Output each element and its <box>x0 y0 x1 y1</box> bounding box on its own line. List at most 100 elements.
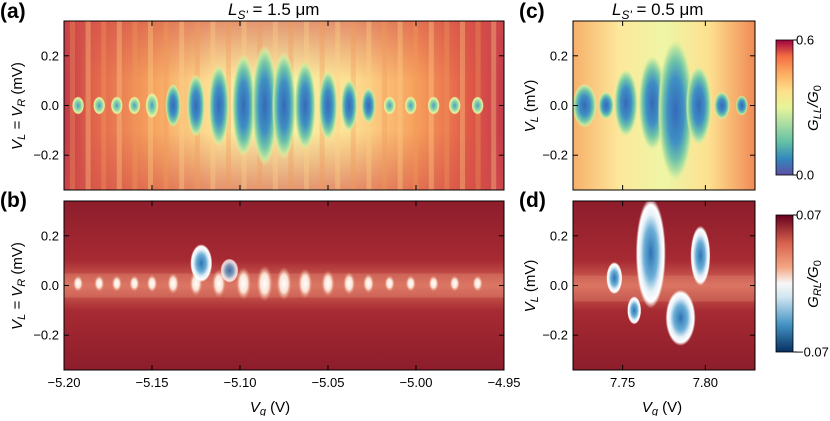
ytick-label: 0.2 <box>550 48 568 63</box>
ytick-label: 0.0 <box>41 278 59 293</box>
xtick-label: −5.10 <box>224 375 257 390</box>
heatmap-peak <box>384 275 395 292</box>
ytick-label: 0.2 <box>41 228 59 243</box>
heatmap-peak <box>657 38 694 183</box>
heatmap-peak <box>236 267 251 300</box>
heatmap-streak <box>335 21 341 190</box>
ytick-label: 0.0 <box>41 98 59 113</box>
heatmap-peak <box>276 266 292 301</box>
heatmap-streak <box>491 21 497 190</box>
ytick-label: −0.2 <box>33 328 59 343</box>
heatmap-blue-lobe <box>220 258 239 283</box>
xtick-label: −4.95 <box>488 375 521 390</box>
ytick-label: −0.2 <box>542 328 568 343</box>
heatmap-peak <box>110 96 123 115</box>
panel-label-d: (d) <box>519 189 546 212</box>
panel-a-ylabel: VL = VR (mV) <box>9 62 28 150</box>
panel-b-ylabel: VL = VR (mV) <box>9 242 28 330</box>
heatmap-peak <box>298 268 313 299</box>
heatmap-streak <box>397 21 403 190</box>
heatmap-lobe <box>635 201 666 309</box>
heatmap-peak <box>318 70 338 141</box>
heatmap-peak <box>713 91 730 120</box>
heatmap-peak <box>613 69 638 138</box>
panel-a: 0.2 0.0 −0.2 <box>33 20 505 191</box>
xtick-label: 7.80 <box>693 375 718 390</box>
heatmap-peak <box>471 96 484 115</box>
panel-b: 0.2 0.0 −0.2 −5.20 −5.15 −5.10 −5.05 −5.00 −4.95 <box>33 200 521 390</box>
heatmap-peak <box>93 96 106 115</box>
heatmap-peak <box>362 273 374 294</box>
heatmap-streak <box>179 21 185 190</box>
heatmap-peak <box>405 275 416 292</box>
heatmap-peak <box>361 87 376 124</box>
ytick-label: −0.2 <box>33 148 59 163</box>
xtick-label: −5.15 <box>136 375 169 390</box>
heatmap-peak <box>340 79 358 132</box>
heatmap-peak <box>573 83 597 128</box>
heatmap-peak <box>72 96 85 115</box>
colorbar-top-label: GLL/G0 <box>805 85 824 131</box>
heatmap-peak <box>427 96 440 115</box>
heatmap-peak <box>111 275 122 292</box>
heatmap-peak <box>208 64 230 147</box>
xtick-label: −5.20 <box>48 375 81 390</box>
heatmap-peak <box>73 275 84 292</box>
panel-d-xlabel: Vg (V) <box>642 399 682 416</box>
heatmap-peak <box>145 92 159 119</box>
heatmap-peak <box>685 65 712 146</box>
heatmap-peak <box>129 275 140 292</box>
heatmap-peak <box>167 273 179 294</box>
colorbar-tick-label: 0.0 <box>796 168 814 183</box>
heatmap-peak <box>598 91 615 120</box>
heatmap-streak <box>85 21 91 190</box>
heatmap-blue-lobe <box>190 244 213 283</box>
heatmap-peak <box>231 54 256 157</box>
heatmap-lobe <box>690 225 711 286</box>
heatmap-peak <box>94 275 105 292</box>
heatmap-peak <box>428 275 439 292</box>
panel-c: 0.2 0.0 −0.2 <box>542 20 756 191</box>
heatmap-peak <box>294 60 316 151</box>
panel-label-c: (c) <box>519 0 545 23</box>
ytick-label: 0.2 <box>550 228 568 243</box>
ytick-label: 0.0 <box>550 278 568 293</box>
ytick-label: 0.0 <box>550 98 568 113</box>
heatmap-peak <box>187 74 205 137</box>
heatmap-streak <box>444 21 450 190</box>
panel-b-xlabel: Vg (V) <box>250 399 290 416</box>
heatmap-peak <box>128 96 141 115</box>
heatmap-peak <box>383 96 396 115</box>
heatmap-peak <box>165 83 181 128</box>
ytick-label: 0.2 <box>41 48 59 63</box>
heatmap-streak <box>460 21 465 190</box>
panel-label-b: (b) <box>0 189 27 212</box>
heatmap-peak <box>146 274 158 293</box>
heatmap-lobe <box>627 296 642 325</box>
xtick-label: −5.00 <box>400 375 433 390</box>
colorbar-tick-label: 0.6 <box>796 33 814 48</box>
heatmap-peak <box>343 272 356 295</box>
heatmap-peak <box>735 95 748 116</box>
panel-c-title: LS' = 0.5 μm <box>612 0 703 22</box>
heatmap-peak <box>449 275 460 292</box>
panel-d: 0.2 0.0 −0.2 7.75 7.80 <box>542 200 756 390</box>
xtick-label: 7.75 <box>610 375 635 390</box>
ytick-label: −0.2 <box>542 148 568 163</box>
heatmap-lobe <box>665 289 696 346</box>
colorbar-tick-label: −0.07 <box>796 345 829 360</box>
heatmap-peak <box>472 275 483 292</box>
panel-label-a: (a) <box>0 0 26 23</box>
heatmap-peak <box>251 45 278 166</box>
heatmap-lobe <box>606 262 623 295</box>
heatmap-peak <box>272 51 296 160</box>
colorbar-bottom <box>775 214 794 353</box>
panel-a-title: LS' = 1.5 μm <box>228 0 319 22</box>
panel-c-ylabel: VL (mV) <box>522 80 541 133</box>
panel-d-ylabel: VL (mV) <box>522 260 541 313</box>
heatmap-peak <box>404 96 417 115</box>
colorbar-tick-label: 0.07 <box>796 208 821 223</box>
heatmap-peak <box>321 270 335 297</box>
colorbar-bottom-label: GRL/G0 <box>805 260 824 308</box>
